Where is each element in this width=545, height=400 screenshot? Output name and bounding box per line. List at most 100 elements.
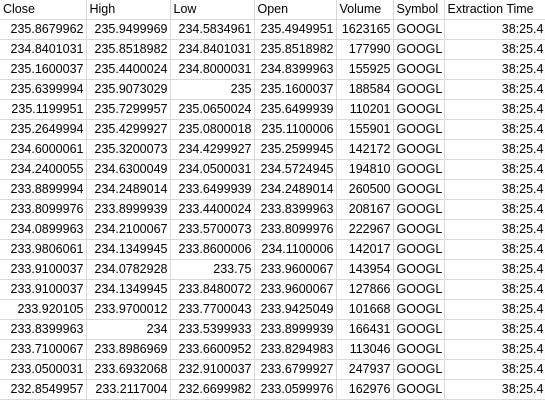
cell-volume[interactable]: 143954 bbox=[336, 259, 394, 280]
cell-symbol[interactable]: GOOGL bbox=[393, 259, 445, 280]
cell-close[interactable]: 233.8899994 bbox=[0, 179, 87, 200]
cell-high[interactable]: 233.2117004 bbox=[86, 379, 171, 400]
cell-symbol[interactable]: GOOGL bbox=[393, 299, 445, 320]
cell-high[interactable]: 233.9700012 bbox=[86, 299, 171, 320]
cell-extraction-time[interactable]: 38:25.4 bbox=[444, 99, 545, 120]
cell-high[interactable]: 234.0782928 bbox=[86, 259, 171, 280]
cell-open[interactable]: 235.4949951 bbox=[254, 19, 337, 40]
cell-extraction-time[interactable]: 38:25.4 bbox=[444, 279, 545, 300]
cell-high[interactable]: 235.4400024 bbox=[86, 59, 171, 80]
header-cell-low[interactable]: Low bbox=[170, 0, 255, 20]
cell-volume[interactable]: 260500 bbox=[336, 179, 394, 200]
cell-extraction-time[interactable]: 38:25.4 bbox=[444, 139, 545, 160]
cell-close[interactable]: 235.1199951 bbox=[0, 99, 87, 120]
header-cell-volume[interactable]: Volume bbox=[336, 0, 394, 20]
cell-close[interactable]: 235.6399994 bbox=[0, 79, 87, 100]
cell-volume[interactable]: 1623165 bbox=[336, 19, 394, 40]
cell-extraction-time[interactable]: 38:25.4 bbox=[444, 359, 545, 380]
header-cell-close[interactable]: Close bbox=[0, 0, 87, 20]
cell-volume[interactable]: 177990 bbox=[336, 39, 394, 60]
cell-close[interactable]: 235.1600037 bbox=[0, 59, 87, 80]
cell-open[interactable]: 233.6799927 bbox=[254, 359, 337, 380]
cell-symbol[interactable]: GOOGL bbox=[393, 379, 445, 400]
cell-low[interactable]: 233.4400024 bbox=[170, 199, 255, 220]
cell-extraction-time[interactable]: 38:25.4 bbox=[444, 79, 545, 100]
header-cell-extraction-time[interactable]: Extraction Time bbox=[444, 0, 545, 20]
cell-extraction-time[interactable]: 38:25.4 bbox=[444, 219, 545, 240]
cell-extraction-time[interactable]: 38:25.4 bbox=[444, 319, 545, 340]
cell-low[interactable]: 233.7700043 bbox=[170, 299, 255, 320]
cell-symbol[interactable]: GOOGL bbox=[393, 79, 445, 100]
cell-extraction-time[interactable]: 38:25.4 bbox=[444, 379, 545, 400]
cell-open[interactable]: 233.8294983 bbox=[254, 339, 337, 360]
cell-low[interactable]: 234.0500031 bbox=[170, 159, 255, 180]
cell-high[interactable]: 235.8518982 bbox=[86, 39, 171, 60]
cell-symbol[interactable]: GOOGL bbox=[393, 159, 445, 180]
cell-close[interactable]: 234.6000061 bbox=[0, 139, 87, 160]
cell-low[interactable]: 234.4299927 bbox=[170, 139, 255, 160]
cell-low[interactable]: 232.9100037 bbox=[170, 359, 255, 380]
cell-volume[interactable]: 222967 bbox=[336, 219, 394, 240]
cell-symbol[interactable]: GOOGL bbox=[393, 119, 445, 140]
cell-high[interactable]: 234 bbox=[86, 319, 171, 340]
cell-open[interactable]: 234.1100006 bbox=[254, 239, 337, 260]
cell-volume[interactable]: 155925 bbox=[336, 59, 394, 80]
cell-extraction-time[interactable]: 38:25.4 bbox=[444, 179, 545, 200]
cell-symbol[interactable]: GOOGL bbox=[393, 199, 445, 220]
cell-extraction-time[interactable]: 38:25.4 bbox=[444, 119, 545, 140]
cell-close[interactable]: 235.8679962 bbox=[0, 19, 87, 40]
cell-low[interactable]: 232.6699982 bbox=[170, 379, 255, 400]
cell-high[interactable]: 235.9499969 bbox=[86, 19, 171, 40]
cell-open[interactable]: 235.1600037 bbox=[254, 79, 337, 100]
cell-high[interactable]: 235.4299927 bbox=[86, 119, 171, 140]
cell-volume[interactable]: 127866 bbox=[336, 279, 394, 300]
cell-symbol[interactable]: GOOGL bbox=[393, 359, 445, 380]
cell-close[interactable]: 233.0500031 bbox=[0, 359, 87, 380]
cell-low[interactable]: 233.5399933 bbox=[170, 319, 255, 340]
cell-symbol[interactable]: GOOGL bbox=[393, 279, 445, 300]
cell-open[interactable]: 233.0599976 bbox=[254, 379, 337, 400]
cell-symbol[interactable]: GOOGL bbox=[393, 179, 445, 200]
cell-close[interactable]: 234.0899963 bbox=[0, 219, 87, 240]
cell-high[interactable]: 233.8986969 bbox=[86, 339, 171, 360]
cell-low[interactable]: 234.8000031 bbox=[170, 59, 255, 80]
cell-extraction-time[interactable]: 38:25.4 bbox=[444, 339, 545, 360]
cell-close[interactable]: 233.9806061 bbox=[0, 239, 87, 260]
cell-open[interactable]: 234.2489014 bbox=[254, 179, 337, 200]
cell-high[interactable]: 234.6300049 bbox=[86, 159, 171, 180]
cell-volume[interactable]: 142172 bbox=[336, 139, 394, 160]
cell-open[interactable]: 235.8518982 bbox=[254, 39, 337, 60]
cell-low[interactable]: 235.0650024 bbox=[170, 99, 255, 120]
cell-open[interactable]: 235.1100006 bbox=[254, 119, 337, 140]
cell-symbol[interactable]: GOOGL bbox=[393, 219, 445, 240]
cell-volume[interactable]: 247937 bbox=[336, 359, 394, 380]
cell-high[interactable]: 234.1349945 bbox=[86, 239, 171, 260]
cell-high[interactable]: 235.7299957 bbox=[86, 99, 171, 120]
cell-symbol[interactable]: GOOGL bbox=[393, 59, 445, 80]
cell-close[interactable]: 233.7100067 bbox=[0, 339, 87, 360]
cell-volume[interactable]: 142017 bbox=[336, 239, 394, 260]
cell-open[interactable]: 235.2599945 bbox=[254, 139, 337, 160]
cell-extraction-time[interactable]: 38:25.4 bbox=[444, 59, 545, 80]
cell-low[interactable]: 235.0800018 bbox=[170, 119, 255, 140]
cell-volume[interactable]: 162976 bbox=[336, 379, 394, 400]
cell-close[interactable]: 233.8099976 bbox=[0, 199, 87, 220]
cell-open[interactable]: 233.8399963 bbox=[254, 199, 337, 220]
cell-symbol[interactable]: GOOGL bbox=[393, 139, 445, 160]
cell-volume[interactable]: 166431 bbox=[336, 319, 394, 340]
cell-close[interactable]: 233.8399963 bbox=[0, 319, 87, 340]
cell-extraction-time[interactable]: 38:25.4 bbox=[444, 239, 545, 260]
cell-low[interactable]: 233.6600952 bbox=[170, 339, 255, 360]
cell-symbol[interactable]: GOOGL bbox=[393, 319, 445, 340]
cell-extraction-time[interactable]: 38:25.4 bbox=[444, 299, 545, 320]
cell-extraction-time[interactable]: 38:25.4 bbox=[444, 39, 545, 60]
cell-close[interactable]: 232.8549957 bbox=[0, 379, 87, 400]
cell-close[interactable]: 233.9100037 bbox=[0, 259, 87, 280]
cell-low[interactable]: 233.6499939 bbox=[170, 179, 255, 200]
cell-high[interactable]: 235.3200073 bbox=[86, 139, 171, 160]
cell-symbol[interactable]: GOOGL bbox=[393, 239, 445, 260]
cell-low[interactable]: 235 bbox=[170, 79, 255, 100]
cell-high[interactable]: 234.2489014 bbox=[86, 179, 171, 200]
cell-volume[interactable]: 194810 bbox=[336, 159, 394, 180]
cell-close[interactable]: 234.2400055 bbox=[0, 159, 87, 180]
